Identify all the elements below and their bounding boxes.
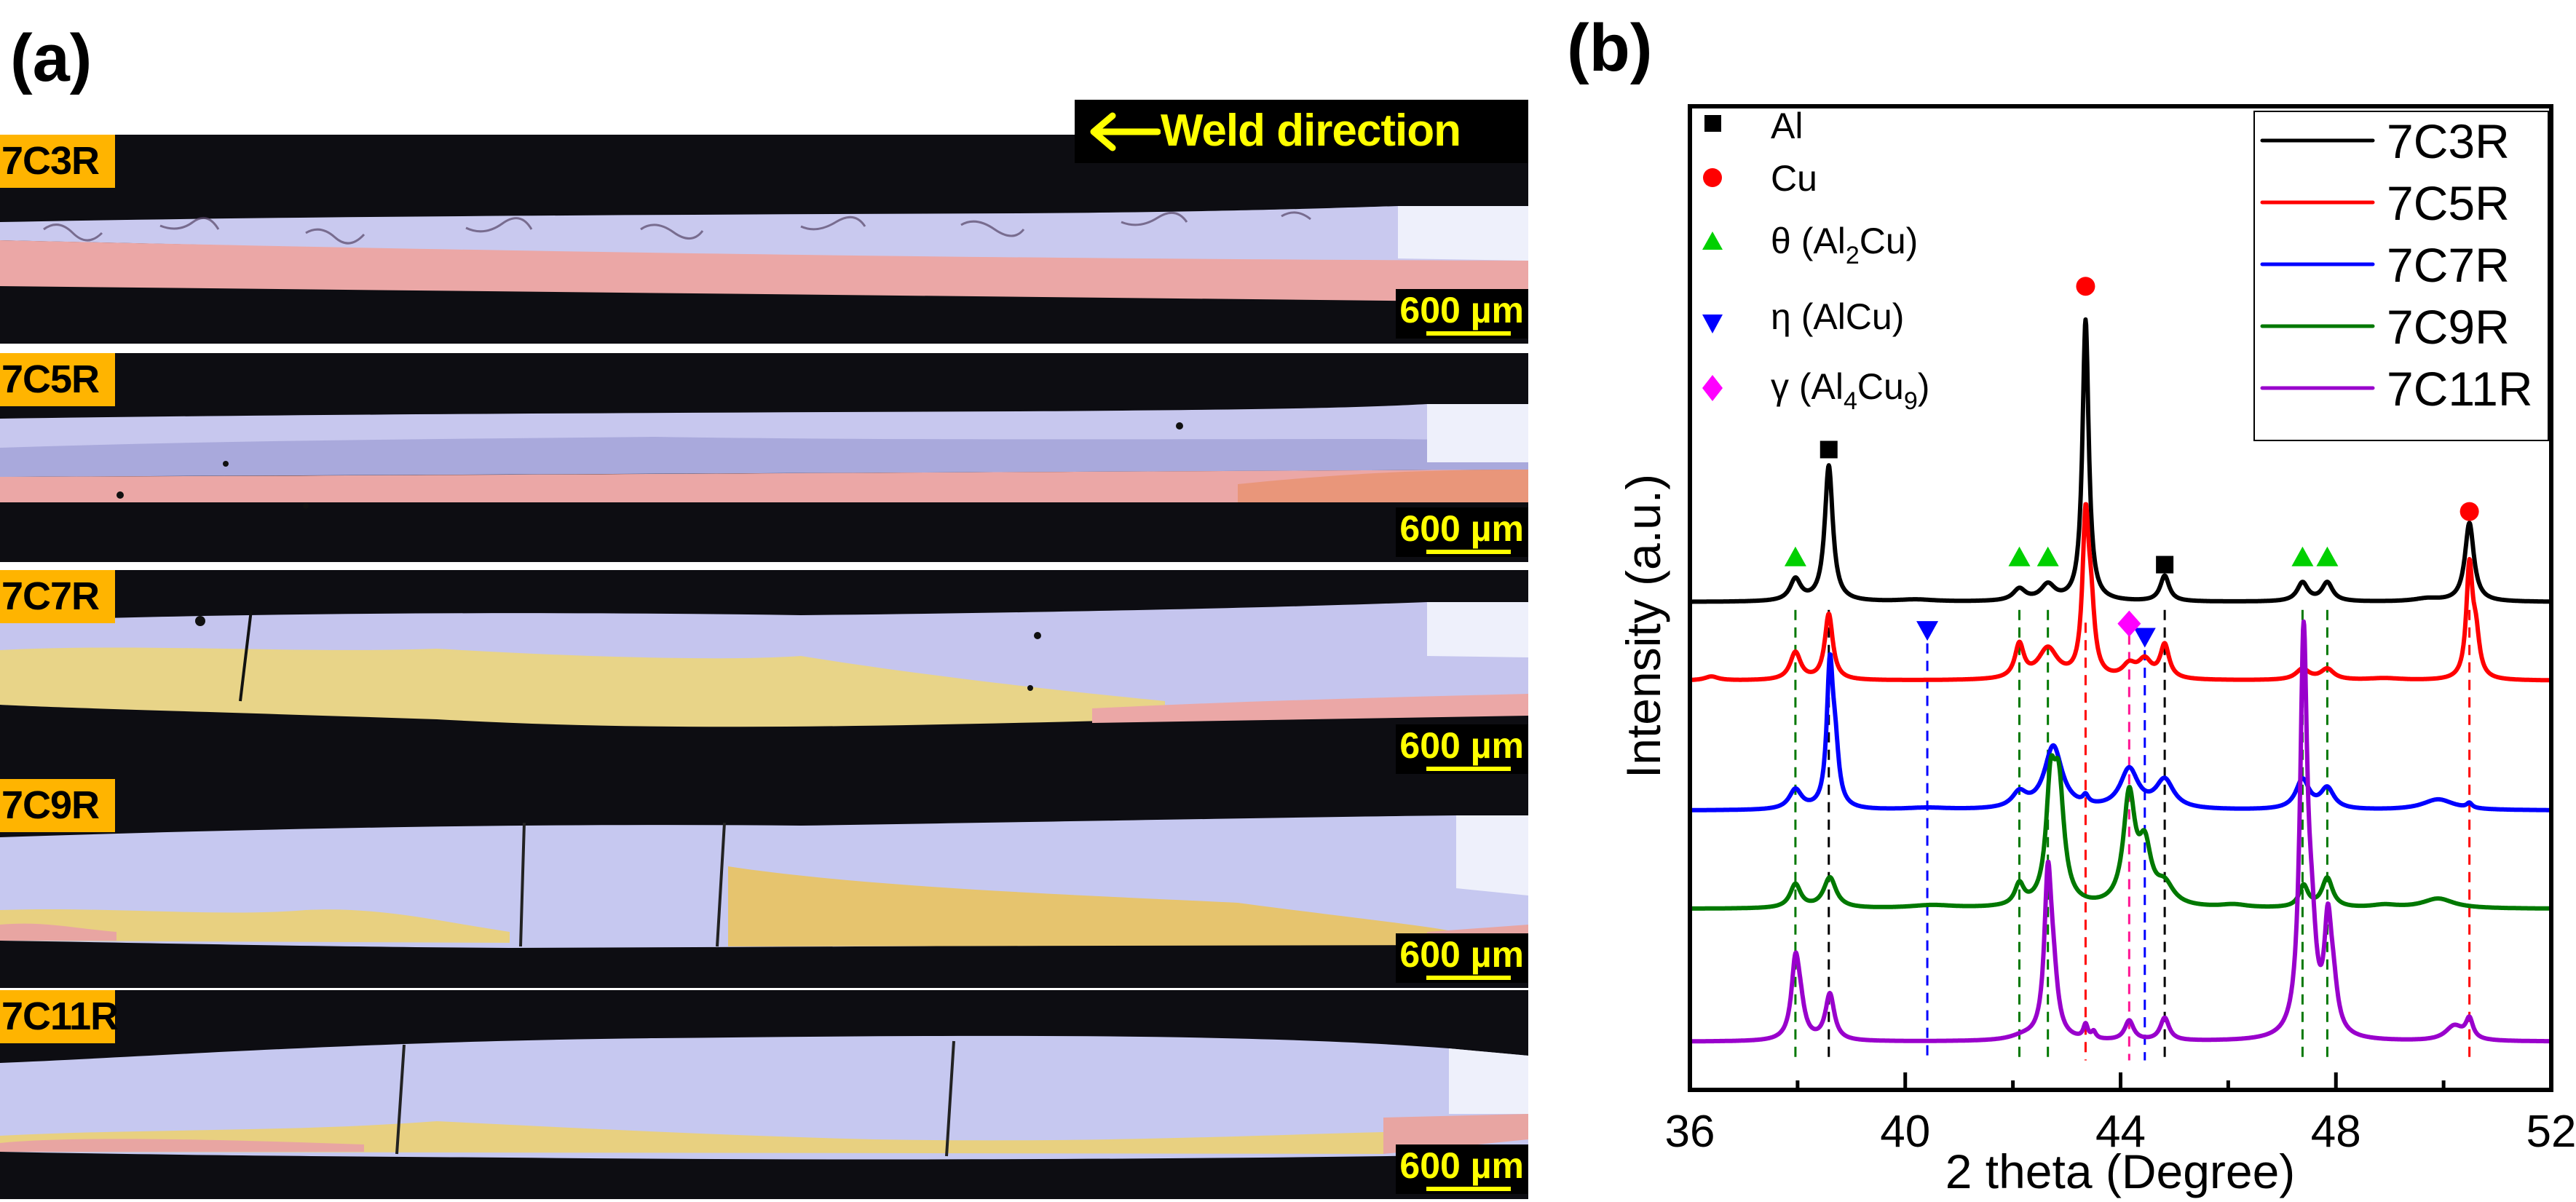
scale-bar: 600 µm [1396,724,1528,774]
series-legend-label: 7C11R [2387,362,2533,416]
weld-direction-box: Weld direction [1075,100,1528,163]
scale-bar-text: 600 µm [1399,508,1524,549]
sample-label-7c3r: 7C3R [0,135,115,188]
legend-al-square-icon [1704,115,1721,132]
phase-marker-triangle-down-icon [2133,628,2156,648]
micrograph-7c7r: 7C7R 600 µm [0,570,1528,779]
phase-marker-triangle-down-icon [1916,621,1939,641]
scale-bar-text: 600 µm [1399,290,1524,331]
scale-bar: 600 µm [1396,1144,1528,1194]
panel-b-label: (b) [1567,11,1653,85]
arrow-left-icon [1090,112,1161,151]
xrd-curves [1688,317,2553,1044]
sample-label-7c9r: 7C9R [0,779,115,832]
series-line-7c9r [1688,753,2553,911]
series-line-7c7r [1688,652,2553,812]
phase-markers [1784,277,2479,648]
micrograph-image [0,206,1528,302]
x-tick-label: 48 [2311,1107,2361,1157]
panel-a-label: (a) [10,21,92,95]
micrograph-7c3r: 7C3R 600 µm [0,135,1528,344]
scale-bar: 600 µm [1396,289,1528,339]
x-tick-label: 44 [2095,1107,2146,1157]
legend-cu-label: Cu [1771,158,1817,199]
series-legend-label: 7C7R [2387,238,2510,292]
sample-label-7c7r: 7C7R [0,570,115,623]
micrograph-7c9r: 7C9R 600 µm [0,779,1528,988]
scale-bar-line [1426,976,1511,980]
scale-bar-line [1426,767,1511,771]
legend-theta-label: θ (Al2Cu) [1771,221,1918,269]
micrograph-image [0,602,1528,727]
x-tick-label: 40 [1880,1107,1930,1157]
phase-marker-triangle-up-icon [2008,546,2031,566]
legend-gamma-diamond-icon [1702,375,1723,401]
micrograph-image [0,1035,1528,1160]
micrograph-7c5r: 7C5R 600 µm [0,353,1528,562]
phase-marker-triangle-up-icon [1784,546,1806,566]
phase-marker-triangle-up-icon [2316,546,2339,566]
x-tick-label: 36 [1665,1107,1715,1157]
scale-bar-text: 600 µm [1399,725,1524,766]
micrograph-image [0,404,1528,509]
sample-label-7c5r: 7C5R [0,353,115,406]
scale-bar-line [1426,550,1511,554]
legend-eta-label: η (AlCu) [1771,296,1904,337]
weld-direction-label: Weld direction [1161,106,1461,156]
scale-bar-line [1426,1187,1511,1191]
legend-cu-circle-icon [1703,168,1722,187]
phase-marker-triangle-up-icon [2036,546,2059,566]
scale-bar-text: 600 µm [1399,1145,1524,1186]
legend-gamma-label: γ (Al4Cu9) [1771,366,1929,415]
y-axis-label: Intensity (a.u.) [1616,474,1670,778]
phase-marker-square-icon [1820,440,1838,459]
series-line-7c11r [1688,619,2553,1044]
legend-theta-triangle-up-icon [1702,232,1723,250]
series-line-7c3r [1688,317,2553,604]
micrograph-image [0,815,1528,948]
scale-bar: 600 µm [1396,507,1528,557]
phase-marker-triangle-up-icon [2291,546,2314,566]
scale-bar: 600 µm [1396,933,1528,983]
x-axis-label: 2 theta (Degree) [1945,1144,2296,1198]
x-axis-ticks [1688,1072,2553,1090]
scale-bar-text: 600 µm [1399,934,1524,975]
phase-legend: Al Cu θ (Al2Cu) η (AlCu) γ (Al4Cu9) [1702,106,1929,415]
x-axis-tick-labels: 36 40 44 48 52 [1665,1107,2576,1157]
scale-bar-line [1426,331,1511,336]
phase-marker-square-icon [2156,555,2174,574]
phase-marker-diamond-icon [2117,610,2141,637]
series-legend-label: 7C5R [2387,176,2510,230]
series-line-7c5r [1688,502,2553,683]
phase-marker-circle-icon [2460,502,2479,521]
micrograph-7c11r: 7C11R 600 µm [0,990,1528,1199]
legend-al-label: Al [1771,106,1803,146]
series-legend-label: 7C9R [2387,300,2510,354]
sample-label-7c11r: 7C11R [0,990,119,1043]
phase-marker-circle-icon [2076,277,2095,296]
series-legend-box [2253,111,2549,441]
series-legend: 7C3R 7C5R 7C7R 7C9R 7C11R [2253,111,2549,441]
legend-eta-triangle-down-icon [1702,315,1723,333]
series-legend-label: 7C3R [2387,114,2510,168]
x-tick-label: 52 [2526,1107,2576,1157]
